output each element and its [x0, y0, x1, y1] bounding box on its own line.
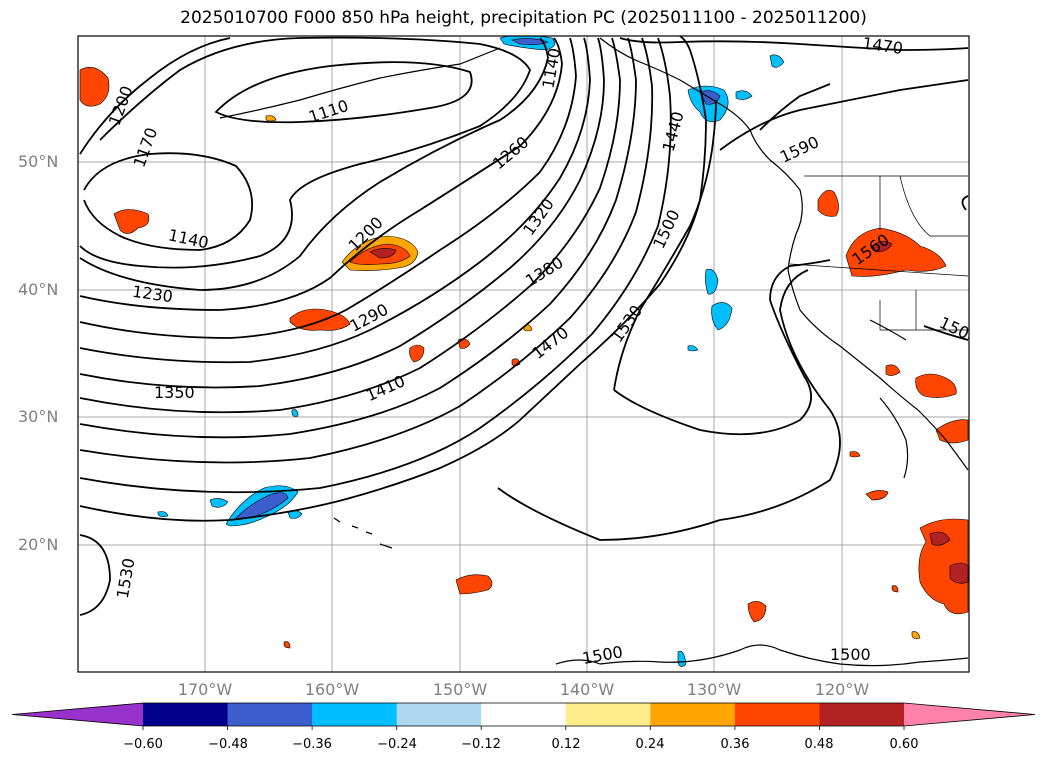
- contour-label: 1500: [830, 645, 871, 664]
- height-contours: [79, 36, 969, 616]
- precip-positive-patches: [79, 67, 969, 649]
- lat-label-20n: 20°N: [18, 535, 59, 554]
- map-title: 2025010700 F000 850 hPa height, precipit…: [180, 8, 867, 28]
- lat-label-50n: 50°N: [18, 152, 59, 171]
- colorbar-tick-label: 0.36: [720, 737, 750, 752]
- colorbar-tick-label: 0.60: [889, 737, 919, 752]
- lon-label-130w: 130°W: [686, 680, 742, 699]
- plot-frame: [77, 35, 970, 673]
- colorbar: [11, 702, 1036, 730]
- lon-label-140w: 140°W: [559, 680, 615, 699]
- lon-label-120w: 120°W: [814, 680, 870, 699]
- precip-negative-patches: [157, 36, 785, 667]
- colorbar-swatch: [565, 703, 651, 726]
- lat-label-40n: 40°N: [18, 280, 59, 299]
- colorbar-tick-label: −0.60: [123, 737, 163, 752]
- contour-label: 1350: [154, 383, 195, 402]
- colorbar-tick-label: −0.24: [377, 737, 417, 752]
- colorbar-tick-label: 0.12: [551, 737, 581, 752]
- contour-label: 1470: [861, 33, 904, 57]
- colorbar-swatch: [396, 703, 482, 726]
- colorbar-swatch: [481, 703, 567, 726]
- colorbar-extend-low: [12, 703, 143, 726]
- colorbar-swatch: [312, 703, 398, 726]
- lat-label-30n: 30°N: [18, 407, 59, 426]
- colorbar-tick-label: −0.12: [461, 737, 501, 752]
- colorbar-swatch: [650, 703, 736, 726]
- lon-label-150w: 150°W: [432, 680, 488, 699]
- political-borders: [789, 175, 969, 331]
- colorbar-tick-label: −0.36: [292, 737, 332, 752]
- colorbar-swatch: [227, 703, 313, 726]
- colorbar-tick-label: −0.48: [208, 737, 248, 752]
- colorbar-swatch: [734, 703, 820, 726]
- grid-lines: [78, 36, 969, 672]
- colorbar-tick-label: 0.48: [804, 737, 834, 752]
- colorbar-extend-high: [904, 703, 1035, 726]
- plot-area: [78, 36, 969, 672]
- colorbar-swatch: [819, 703, 905, 726]
- lon-label-170w: 170°W: [177, 680, 233, 699]
- lon-label-160w: 160°W: [304, 680, 360, 699]
- colorbar-tick-label: 0.24: [635, 737, 665, 752]
- coastlines: [219, 37, 969, 667]
- colorbar-swatch: [143, 703, 229, 726]
